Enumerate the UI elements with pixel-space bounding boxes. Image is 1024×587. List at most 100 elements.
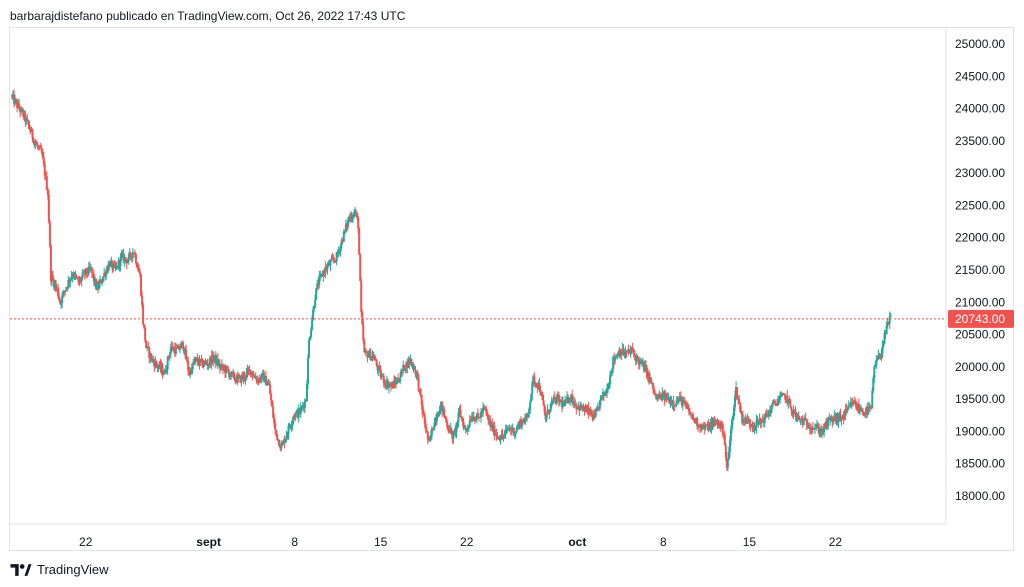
candle-body bbox=[498, 437, 501, 440]
candle-body bbox=[185, 349, 188, 360]
candle-body bbox=[683, 400, 686, 404]
candle-body bbox=[628, 351, 631, 353]
candle-body bbox=[636, 356, 639, 360]
candle-body bbox=[810, 427, 813, 430]
candle-body bbox=[842, 413, 845, 419]
candle-body bbox=[263, 376, 266, 382]
candle-body bbox=[527, 412, 530, 417]
candle-body bbox=[715, 420, 718, 425]
candle-body bbox=[220, 364, 223, 367]
candle-body bbox=[200, 359, 203, 361]
candle-body bbox=[383, 383, 386, 385]
candle-body bbox=[119, 256, 122, 266]
candle-body bbox=[656, 396, 659, 400]
candle-body bbox=[689, 414, 692, 416]
candle-body bbox=[198, 358, 201, 365]
candle-body bbox=[491, 423, 494, 431]
candle-body bbox=[74, 273, 77, 277]
candle-body bbox=[437, 416, 440, 418]
candle-body bbox=[830, 417, 833, 419]
candle-body bbox=[567, 396, 570, 403]
candle-body bbox=[182, 342, 185, 349]
candle-body bbox=[409, 358, 412, 364]
candle-body bbox=[212, 357, 215, 362]
candle-body bbox=[430, 428, 433, 436]
candle-body bbox=[796, 415, 799, 417]
candle-body bbox=[581, 405, 584, 409]
candle-body bbox=[254, 376, 257, 380]
candle-body bbox=[36, 144, 39, 147]
candle-body bbox=[29, 128, 32, 132]
candle-body bbox=[336, 252, 339, 254]
candle-body bbox=[363, 340, 366, 353]
candle-body bbox=[81, 272, 84, 278]
candle-body bbox=[67, 279, 70, 288]
candle-body bbox=[679, 396, 682, 398]
candle-body bbox=[83, 271, 86, 275]
candle-body bbox=[547, 409, 550, 414]
candle-body bbox=[548, 411, 551, 414]
candle-body bbox=[809, 428, 812, 430]
candle-body bbox=[470, 418, 473, 422]
candle-body bbox=[617, 353, 620, 357]
candle-body bbox=[492, 425, 495, 431]
y-axis-tick-label: 18500.00 bbox=[955, 457, 1005, 471]
candle-body bbox=[671, 400, 674, 405]
candle-body bbox=[260, 373, 263, 380]
candle-body bbox=[116, 266, 119, 268]
candle-body bbox=[536, 386, 539, 389]
candle-body bbox=[466, 428, 469, 430]
candle-body bbox=[675, 399, 678, 405]
candle-body bbox=[741, 411, 744, 423]
candle-body bbox=[448, 429, 451, 433]
candle-body bbox=[473, 420, 476, 422]
candle-body bbox=[75, 276, 78, 279]
candle-body bbox=[721, 423, 724, 434]
candle-body bbox=[550, 400, 553, 404]
candle-body bbox=[836, 414, 839, 423]
footer-branding[interactable]: TradingView bbox=[10, 562, 109, 577]
candle-body bbox=[584, 409, 587, 411]
candle-body bbox=[697, 426, 700, 428]
candle-body bbox=[395, 382, 398, 384]
candle-body bbox=[464, 427, 467, 431]
candle-body bbox=[312, 309, 315, 320]
candle-body bbox=[505, 428, 508, 431]
candle-body bbox=[811, 427, 814, 429]
candle-body bbox=[459, 409, 462, 418]
candle-body bbox=[261, 372, 264, 374]
candle-body bbox=[32, 138, 35, 144]
candle-body bbox=[729, 429, 732, 441]
candle-body bbox=[80, 277, 83, 282]
candle-body bbox=[381, 375, 384, 377]
candle-body bbox=[304, 400, 307, 402]
candle-body bbox=[861, 409, 864, 413]
candle-body bbox=[123, 257, 126, 262]
candle-body bbox=[490, 423, 493, 427]
candle-body bbox=[791, 410, 794, 415]
candle-body bbox=[739, 403, 742, 412]
candle-body bbox=[868, 406, 871, 408]
candle-body bbox=[232, 373, 235, 375]
candle-body bbox=[682, 400, 685, 402]
candle-body bbox=[115, 266, 118, 269]
candle-body bbox=[257, 379, 260, 382]
candle-body bbox=[404, 369, 407, 371]
candle-body bbox=[58, 296, 61, 300]
candle-body bbox=[150, 353, 153, 361]
candle-body bbox=[805, 420, 808, 426]
candle-body bbox=[236, 375, 239, 383]
candle-body bbox=[327, 262, 330, 266]
candle-body bbox=[710, 422, 713, 430]
candle-body bbox=[463, 427, 466, 429]
candle-body bbox=[193, 361, 196, 365]
candle-body bbox=[794, 411, 797, 417]
chart-frame[interactable] bbox=[9, 27, 1014, 551]
candle-body bbox=[537, 382, 540, 389]
candle-body bbox=[361, 312, 364, 325]
candle-body bbox=[888, 316, 891, 324]
candle-body bbox=[121, 253, 124, 255]
candle-body bbox=[565, 400, 568, 402]
y-axis-tick-label: 20000.00 bbox=[955, 360, 1005, 374]
